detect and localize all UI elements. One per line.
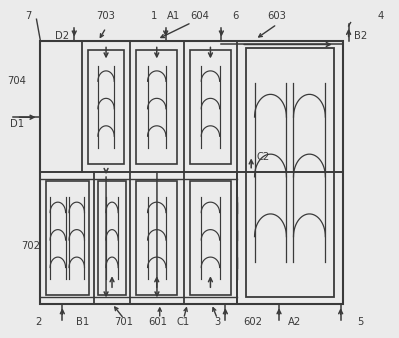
Text: 1: 1 [150,11,157,21]
Bar [136,49,177,164]
Text: C1: C1 [177,317,190,327]
Text: 703: 703 [97,11,115,21]
Text: A2: A2 [288,317,302,327]
Text: D2: D2 [55,31,69,41]
Bar [40,41,343,304]
Text: C2: C2 [257,152,270,162]
Text: 604: 604 [190,11,209,21]
Text: B1: B1 [75,317,89,327]
Bar [99,181,126,295]
Text: 601: 601 [148,317,167,327]
Text: 701: 701 [115,317,133,327]
Text: 702: 702 [21,241,40,251]
Text: 602: 602 [244,317,263,327]
Bar [46,181,89,295]
Text: 704: 704 [7,76,26,87]
Text: 3: 3 [214,317,221,327]
Text: 6: 6 [232,11,239,21]
Text: A1: A1 [167,11,180,21]
Text: 7: 7 [26,11,32,21]
Bar [190,181,231,295]
Bar [246,48,334,297]
Text: 603: 603 [268,11,286,21]
Text: 2: 2 [35,317,41,327]
Text: B2: B2 [354,31,367,41]
Bar [88,49,124,164]
Text: 5: 5 [358,317,364,327]
Bar [136,181,177,295]
Text: 4: 4 [377,11,383,21]
Text: D1: D1 [10,119,24,128]
Bar [190,49,231,164]
